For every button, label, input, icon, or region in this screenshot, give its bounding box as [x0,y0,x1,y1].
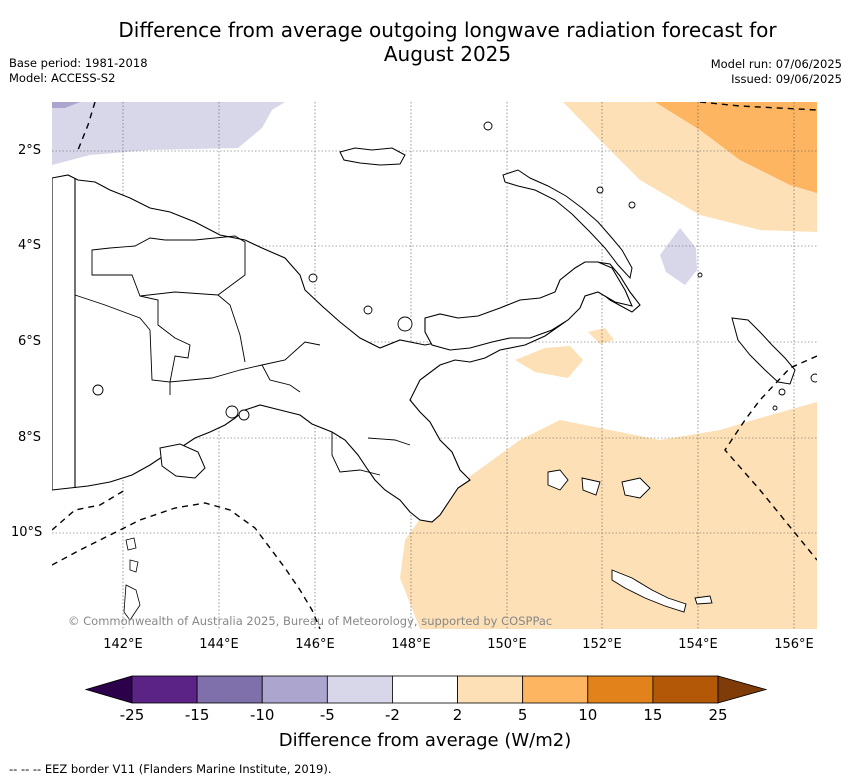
lon-label: 152°E [582,637,622,652]
manus-island-coastline [339,147,406,166]
new-ireland-coastline [502,169,633,280]
torres-strait-islands [123,537,141,621]
lon-label: 154°E [678,637,718,652]
lon-label: 146°E [295,637,335,652]
frederik-hendrik-island [159,443,206,479]
lat-label: 4°S [18,238,42,253]
lat-label: 2°S [18,143,42,158]
colorbar-segment [326,675,393,704]
louisiade-islands [611,569,713,613]
lon-label: 142°E [103,637,143,652]
lon-label: 156°E [774,637,814,652]
colorbar-tick-label: -2 [384,706,400,724]
negative-anomaly-area-northwest [52,102,285,165]
colorbar-label: Difference from average (W/m2) [278,730,572,751]
lat-label: 6°S [18,334,42,349]
colorbar-segment [522,675,589,704]
colorbar-segment [392,675,458,704]
model-run-label: Model run: 07/06/2025 [710,57,842,71]
eez-footnote: -- -- -- EEZ border V11 (Flanders Marine… [9,762,332,776]
small-islands [92,121,817,421]
lat-label: 8°S [18,430,42,445]
province-borders [74,235,411,476]
colorbar-tick-label: -25 [119,706,145,724]
colorbar-tick-label: -15 [184,706,210,724]
positive-anomaly-area-south [400,402,817,629]
meta-right: Model run: 07/06/2025 Issued: 09/06/2025 [711,57,842,87]
colorbar-segment [457,675,524,704]
colorbar-under-arrow [84,675,133,704]
title-line-1: Difference from average outgoing longwav… [118,18,777,42]
lon-label: 144°E [199,637,239,652]
colorbar-tick-label: 15 [643,706,663,724]
copyright-notice: © Commonwealth of Australia 2025, Bureau… [68,614,553,628]
eez-borders [52,102,817,629]
colorbar-tick-label: 10 [578,706,598,724]
colorbar-segment [131,675,198,704]
title-line-2: August 2025 [383,42,512,66]
lat-label: 10°S [11,525,43,540]
positive-anomaly-area-northeast-strong [655,102,817,193]
model-label: Model: ACCESS-S2 [9,71,116,85]
bougainville-coastline [731,317,796,385]
positive-anomaly-area-small-1 [515,346,583,378]
colorbar-tick-label: 25 [708,706,728,724]
colorbar-segment [261,675,328,704]
new-guinea-coastline [52,174,641,523]
issued-label: Issued: 09/06/2025 [731,72,842,86]
map-title: Difference from average outgoing longwav… [0,18,850,66]
base-period-label: Base period: 1981-2018 [9,56,148,70]
colorbar-tick-label: 2 [452,706,463,724]
colorbar-segment [587,675,654,704]
new-britain-coastline [424,261,633,351]
colorbar-tick-label: -5 [319,706,335,724]
meta-left: Base period: 1981-2018 Model: ACCESS-S2 [9,56,148,86]
lon-label: 150°E [487,637,527,652]
lon-label: 148°E [391,637,431,652]
colorbar-over-arrow [717,675,768,704]
fergusson-islands [547,469,651,499]
colorbar-tick-label: -10 [249,706,275,724]
colorbar-segment [652,675,719,704]
colorbar-tick-label: 5 [517,706,528,724]
positive-anomaly-area-small-2 [588,328,614,344]
colorbar-segment [196,675,263,704]
negative-anomaly-area-east [660,228,697,285]
